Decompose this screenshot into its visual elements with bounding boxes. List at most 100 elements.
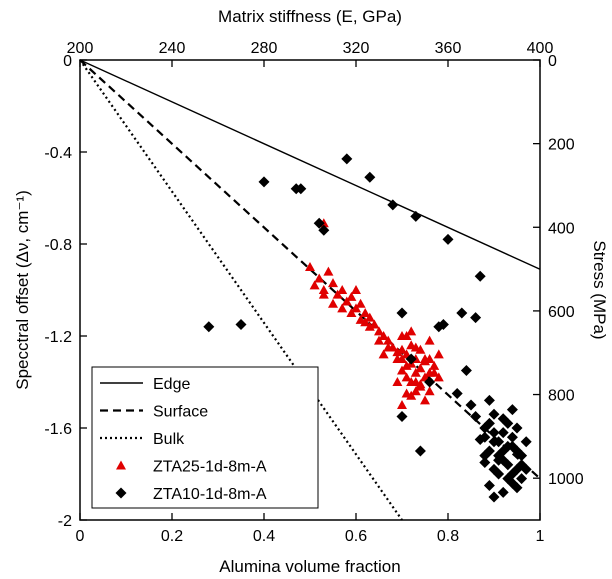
zta10-point	[396, 411, 408, 422]
zta25-point	[424, 335, 435, 345]
legend-swatch-zta25	[116, 460, 126, 470]
zta25-point	[360, 308, 371, 317]
zta10-point	[318, 224, 330, 236]
top-tick-label: 280	[251, 40, 278, 57]
legend-swatch-zta10	[115, 487, 127, 499]
zta10-point	[502, 459, 514, 471]
zta10-point	[483, 417, 495, 429]
zta10-point	[203, 321, 215, 333]
zta10-point	[497, 413, 509, 425]
zta10-point	[497, 486, 509, 498]
y-axis-label-right: Stress (MPa)	[590, 240, 609, 339]
zta10-point	[483, 480, 495, 491]
zta10-point	[511, 445, 523, 457]
legend-label: Edge	[153, 376, 190, 393]
bottom-tick-label: 0.2	[161, 528, 183, 545]
zta25-point	[378, 349, 389, 359]
zta25-point	[323, 266, 334, 276]
zta10-point	[493, 454, 505, 466]
zta25-point	[424, 386, 435, 396]
zta25-point	[328, 278, 338, 288]
zta25-point	[415, 363, 426, 373]
line-edge	[79, 59, 541, 270]
bottom-tick-label: 0.8	[437, 528, 459, 545]
zta10-point	[511, 463, 523, 475]
top-tick-label: 200	[67, 40, 94, 57]
left-tick-label: -2	[58, 513, 72, 530]
right-tick-label: 400	[548, 220, 575, 237]
zta10-point	[470, 312, 482, 324]
line-bulk	[79, 59, 403, 521]
right-axis: 0 200 400 600 800 1000	[533, 53, 584, 488]
zta10-point	[341, 153, 353, 165]
zta10-point	[410, 210, 422, 222]
zta25-point	[364, 321, 375, 331]
zta10-point	[520, 436, 532, 448]
zta25-point	[383, 342, 394, 352]
zta25-point	[401, 360, 412, 370]
zta25-point	[424, 354, 435, 363]
zta25-point	[332, 289, 343, 299]
zta25-point	[415, 379, 426, 389]
zta10-point	[295, 183, 307, 195]
zta25-point	[364, 312, 375, 322]
zta10-point	[387, 199, 399, 211]
zta25-point	[374, 335, 384, 345]
zta10-point	[437, 319, 449, 330]
zta25-point	[355, 298, 366, 308]
zta25-point	[392, 347, 403, 357]
zta10-point	[470, 411, 482, 422]
zta25-point	[378, 331, 389, 340]
zta10-point	[474, 270, 486, 282]
zta10-point	[479, 450, 491, 462]
right-tick-label: 0	[548, 53, 557, 70]
left-tick-label: -1.6	[44, 421, 72, 438]
series-layer	[203, 153, 532, 503]
zta10-point	[488, 427, 500, 439]
zta10-point	[451, 388, 463, 399]
left-tick-label: 0	[63, 53, 72, 70]
zta25-point	[433, 349, 444, 359]
zta25-point	[374, 326, 384, 336]
zta10-point	[405, 353, 417, 365]
top-axis-label: Matrix stiffness (E, GPa)	[218, 7, 402, 26]
left-tick-label: -0.4	[44, 145, 72, 162]
bottom-tick-label: 0.4	[253, 528, 275, 545]
legend-label: ZTA25-1d-8m-A	[153, 459, 267, 476]
zta25-point	[410, 342, 421, 352]
zta10-point	[424, 376, 436, 388]
zta10-point	[396, 307, 408, 319]
left-tick-label: -1.2	[44, 329, 72, 346]
zta25-point	[397, 365, 407, 375]
zta10-point	[497, 427, 509, 439]
zta10-point	[483, 394, 495, 406]
right-tick-label: 1000	[548, 471, 584, 488]
zta25-point	[341, 296, 352, 306]
zta10-point	[235, 319, 247, 330]
zta10-point	[456, 307, 468, 319]
zta25-point	[337, 303, 348, 313]
zta25-point	[401, 372, 412, 382]
zta10-point	[313, 217, 325, 229]
zta25-point	[346, 291, 357, 301]
legend: Edge Surface Bulk ZTA25-1d-8m-A ZTA10-1d-8m-…	[91, 366, 319, 509]
zta10-point	[414, 445, 426, 457]
plot-area-group	[79, 59, 541, 521]
zta25-point	[351, 303, 361, 313]
zta10-point	[488, 491, 500, 503]
left-axis: 0 -0.4 -0.8 -1.2 -1.6 -2	[44, 53, 87, 530]
y-axis-label-left: Specctral offset (Δν, cm⁻¹)	[13, 190, 32, 390]
zta10-point	[479, 457, 491, 468]
lines-layer	[79, 59, 541, 521]
zta25-point	[420, 395, 430, 405]
zta10-point	[488, 408, 500, 420]
zta25-point	[401, 331, 412, 340]
zta25-point	[305, 262, 315, 271]
zta25-point	[410, 367, 421, 377]
zta25-point	[406, 326, 417, 336]
zta25-point	[314, 273, 325, 283]
bottom-axis: 0 0.2 0.4 0.6 0.8 1	[76, 513, 545, 545]
zta25-point	[397, 400, 407, 409]
zta10-point	[364, 171, 376, 183]
